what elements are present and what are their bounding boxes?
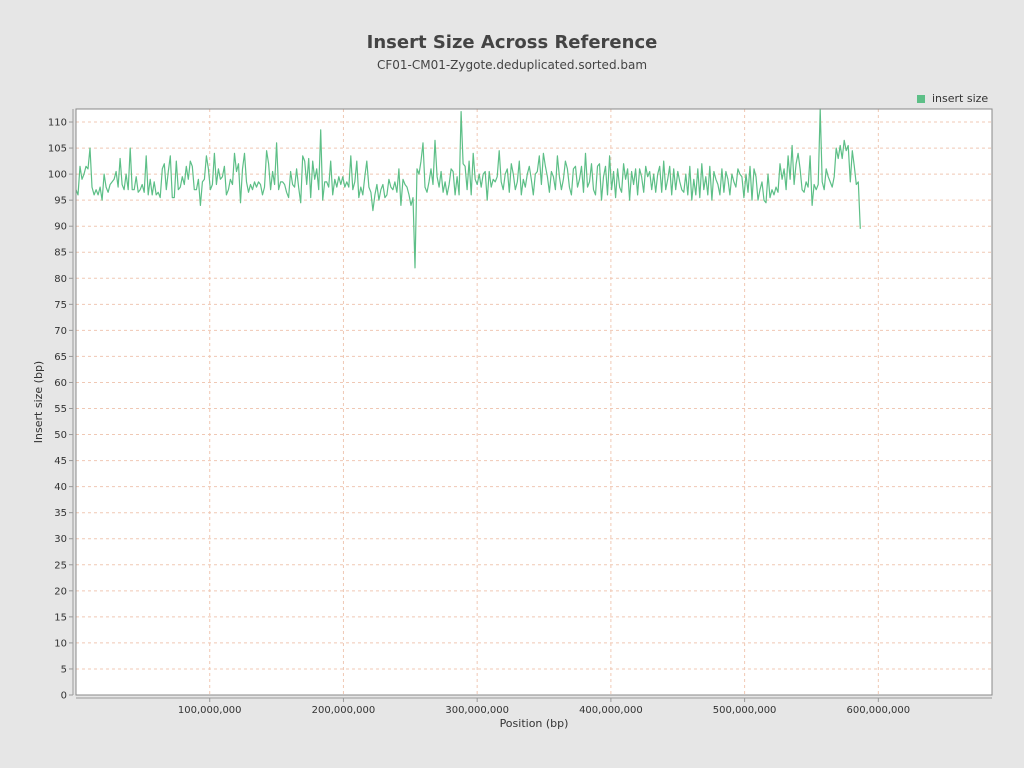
y-tick-label: 5	[61, 664, 67, 675]
y-tick-label: 50	[54, 430, 67, 441]
y-tick-label: 105	[48, 144, 67, 155]
tick-labels: 0 5 10 15 20 25 30 35 40 45 50 55 60 65 70 75 80 85 90 95 10…	[48, 118, 910, 716]
series-layer	[75, 108, 861, 269]
x-tick-label: 100,000,000	[178, 705, 242, 716]
y-tick-label: 90	[54, 222, 67, 233]
y-tick-label: 65	[54, 352, 67, 363]
plot-border	[75, 108, 993, 696]
y-tick-label: 100	[48, 170, 67, 181]
chart-title: Insert Size Across Reference	[367, 32, 658, 53]
x-tick-label: 400,000,000	[579, 705, 643, 716]
x-tick-label: 600,000,000	[847, 705, 911, 716]
x-axis-label: Position (bp)	[500, 717, 569, 730]
grid-lines	[76, 109, 992, 695]
plot-area	[76, 109, 992, 695]
y-tick-label: 60	[54, 378, 67, 389]
y-tick-label: 80	[54, 274, 67, 285]
y-tick-label: 10	[54, 638, 67, 649]
y-tick-label: 55	[54, 404, 67, 415]
y-tick-label: 45	[54, 456, 67, 467]
y-tick-label: 35	[54, 508, 67, 519]
y-tick-label: 40	[54, 482, 67, 493]
y-tick-label: 110	[48, 118, 67, 129]
legend[interactable]: insert size	[917, 92, 988, 105]
y-tick-label: 30	[54, 534, 67, 545]
y-tick-label: 95	[54, 196, 67, 207]
y-tick-label: 0	[61, 691, 67, 702]
x-tick-label: 300,000,000	[445, 705, 509, 716]
legend-item-insert-size: insert size	[932, 92, 988, 105]
y-axis-label: Insert size (bp)	[32, 361, 45, 443]
x-tick-label: 200,000,000	[312, 705, 376, 716]
series-line-insert-size	[75, 108, 861, 269]
y-tick-label: 25	[54, 560, 67, 571]
x-tick-label: 500,000,000	[713, 705, 777, 716]
legend-swatch	[917, 95, 925, 103]
y-tick-label: 15	[54, 612, 67, 623]
chart-subtitle: CF01-CM01-Zygote.deduplicated.sorted.bam	[377, 58, 647, 72]
y-tick-label: 20	[54, 586, 67, 597]
y-tick-label: 70	[54, 326, 67, 337]
y-tick-label: 75	[54, 300, 67, 311]
y-tick-label: 85	[54, 248, 67, 259]
